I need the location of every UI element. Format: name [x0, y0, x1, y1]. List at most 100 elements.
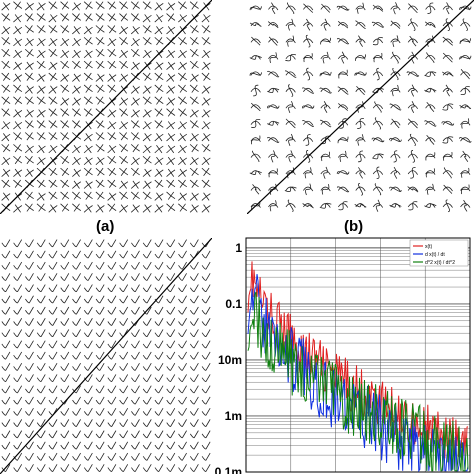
glyph [1, 385, 11, 394]
glyph [142, 85, 152, 94]
glyph [72, 156, 82, 166]
glyph [189, 156, 199, 166]
glyph [13, 318, 23, 326]
glyph [119, 430, 129, 439]
glyph [72, 60, 82, 70]
glyph [119, 155, 129, 165]
glyph [441, 120, 455, 126]
glyph [60, 25, 70, 34]
glyph [154, 144, 164, 154]
glyph [119, 60, 129, 70]
glyph [250, 135, 261, 145]
glyph [83, 306, 93, 315]
glyph [355, 183, 366, 196]
glyph [83, 1, 93, 10]
glyph [119, 1, 129, 10]
caption-b: (b) [344, 218, 364, 235]
glyph [36, 179, 46, 188]
glyph [83, 362, 93, 371]
glyph [201, 351, 211, 360]
plot-frame [245, 237, 471, 473]
glyph [201, 452, 211, 461]
glyph [72, 85, 82, 94]
glyph [60, 419, 70, 427]
glyph [189, 306, 199, 315]
glyph [142, 295, 152, 304]
glyph [95, 340, 105, 349]
glyph [142, 284, 152, 293]
glyph [178, 84, 188, 93]
glyph [36, 49, 46, 59]
glyph [372, 153, 384, 160]
glyph [119, 13, 129, 22]
glyph [72, 203, 82, 212]
glyph [131, 306, 140, 315]
glyph [442, 199, 453, 213]
glyph [154, 284, 164, 293]
glyph [13, 179, 23, 188]
glyph [201, 97, 211, 106]
glyph [1, 72, 11, 81]
glyph [189, 84, 199, 93]
glyph [130, 191, 140, 200]
glyph [442, 36, 453, 46]
glyph [189, 60, 199, 70]
glyph [1, 464, 11, 472]
glyph [60, 108, 70, 117]
glyph [95, 441, 105, 450]
glyph [130, 109, 140, 118]
glyph [250, 184, 261, 195]
glyph [95, 464, 105, 472]
glyph [1, 48, 11, 58]
glyph [390, 150, 401, 163]
glyph [60, 430, 70, 439]
glyph [424, 71, 437, 77]
glyph [83, 144, 93, 154]
glyph [301, 104, 315, 109]
glyph [36, 250, 46, 259]
glyph [13, 168, 23, 177]
glyph [95, 419, 105, 427]
glyph [178, 385, 187, 394]
glyph [72, 374, 81, 382]
glyph [48, 430, 58, 439]
glyph [189, 329, 199, 337]
glyph [407, 35, 418, 47]
glyph [95, 73, 105, 82]
y-tick-label: 0.1 [225, 297, 242, 311]
glyph [390, 20, 401, 29]
glyph [131, 295, 140, 304]
glyph [189, 48, 199, 58]
glyph [460, 184, 471, 195]
glyph [119, 108, 129, 117]
glyph [1, 261, 11, 270]
glyph [83, 180, 93, 189]
glyph [119, 261, 129, 270]
glyph [48, 419, 58, 427]
glyph [178, 351, 187, 360]
glyph [119, 49, 129, 59]
glyph [142, 204, 152, 213]
glyph [130, 48, 140, 58]
glyph [142, 239, 152, 248]
glyph [189, 73, 199, 82]
glyph [390, 118, 401, 129]
glyph [107, 362, 117, 371]
glyph [337, 38, 350, 45]
glyph [72, 120, 82, 129]
glyph [201, 306, 211, 315]
glyph [407, 3, 418, 13]
glyph [60, 318, 70, 326]
y-tick-label: 1m [225, 409, 242, 423]
glyph [13, 441, 23, 450]
glyph [72, 329, 81, 337]
glyph [189, 37, 199, 46]
glyph [201, 192, 211, 201]
glyph [36, 239, 46, 248]
glyph [83, 407, 93, 416]
glyph [372, 183, 384, 196]
glyph [48, 396, 58, 405]
glyph [285, 84, 296, 97]
glyph [142, 250, 152, 259]
glyph [1, 2, 11, 11]
